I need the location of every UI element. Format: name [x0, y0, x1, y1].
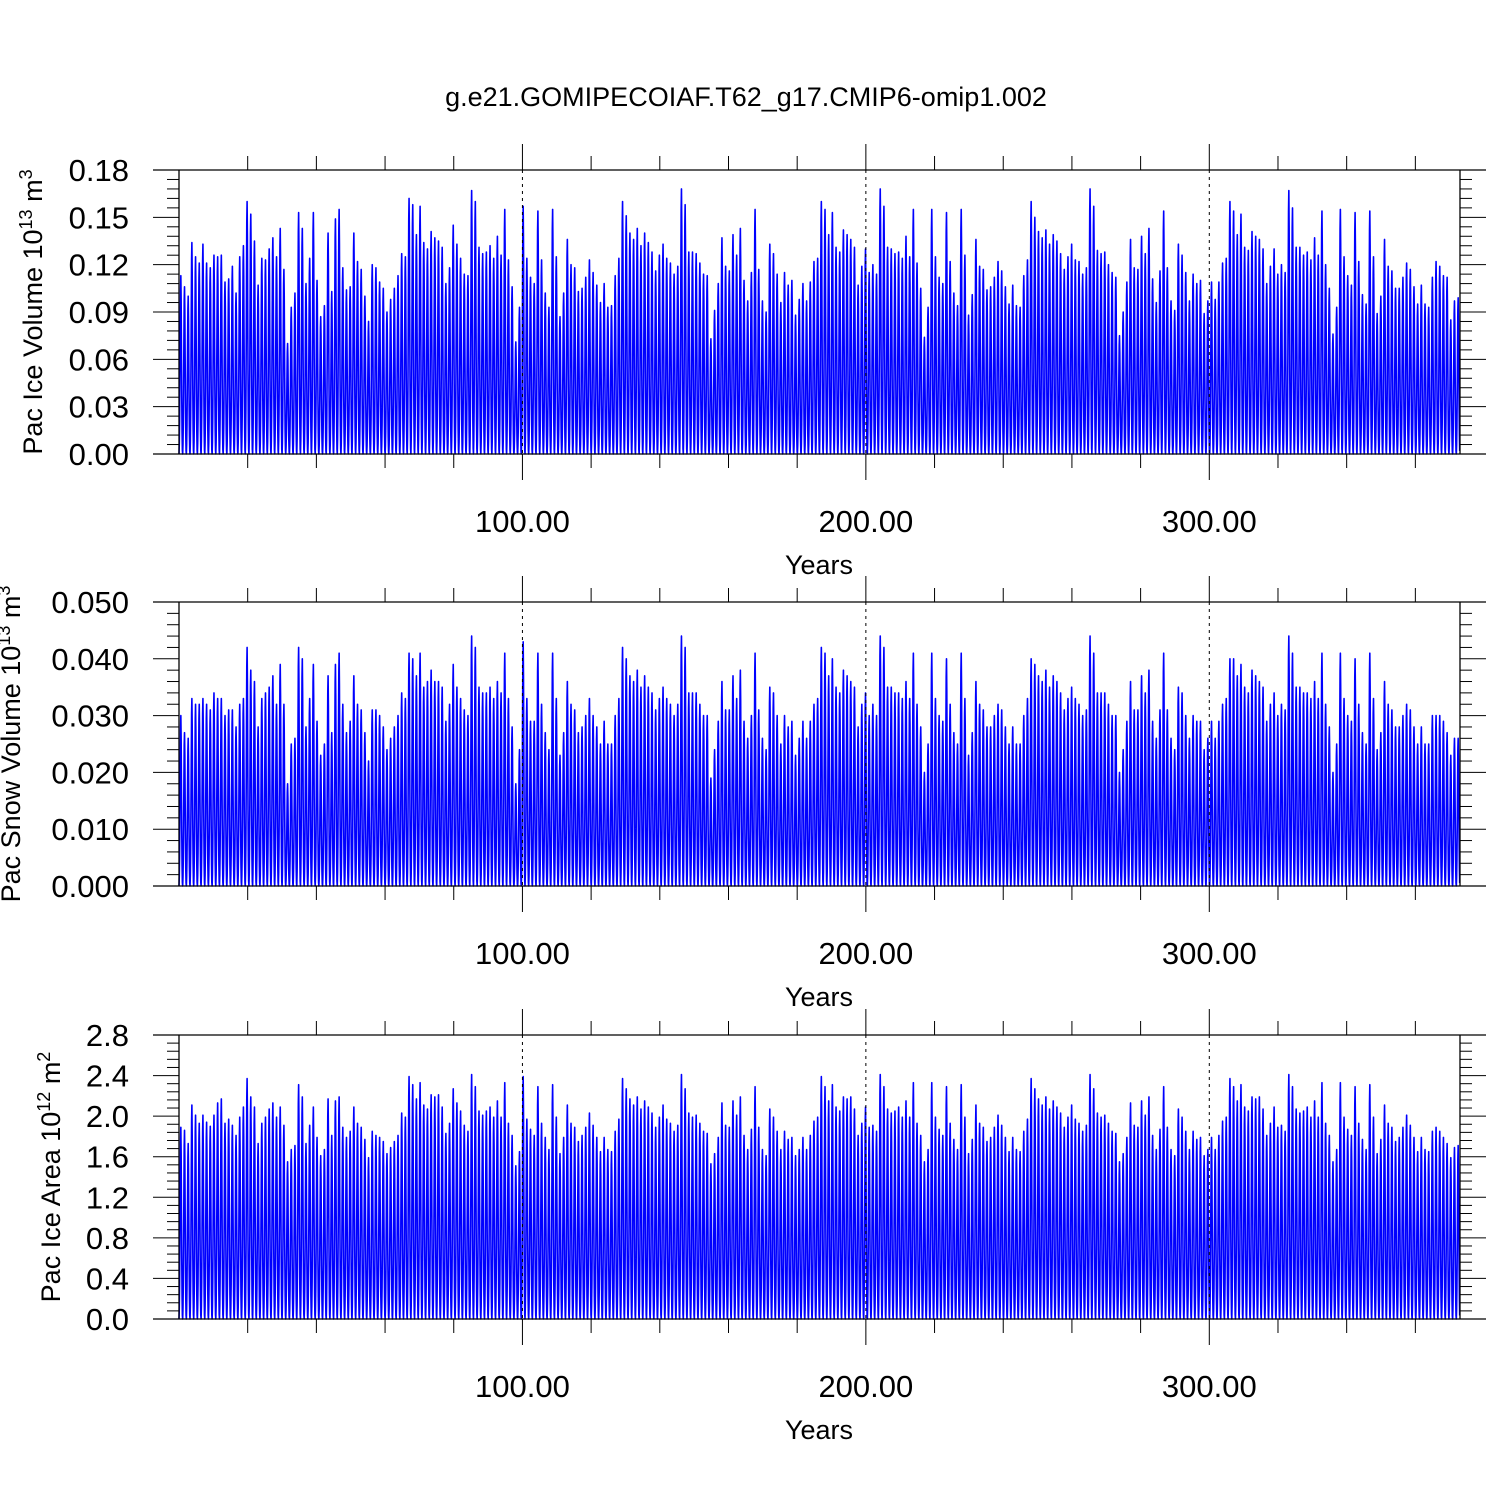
y-tick-label-1-3: 0.06 [69, 342, 129, 377]
x-axis-label-1: Years [785, 550, 853, 580]
y-label-unit-exponent: 2 [34, 1052, 54, 1062]
x-tick-label-3-1: 100.00 [475, 1369, 570, 1404]
chart-panel-3: 100.00 200.00 300.00 Years 0.0 0.4 0.8 1.2 1.6 2.… [34, 1009, 1486, 1445]
x-tick-label-1-3: 300.00 [1162, 504, 1257, 539]
y-label-unit-exponent: 3 [0, 586, 14, 596]
y-tick-label-3-6: 2.0 [86, 1099, 129, 1134]
y-tick-label-3-8: 2.8 [86, 1018, 129, 1053]
x-tick-label-2-2: 200.00 [818, 936, 913, 971]
chart-panels: 100.00 200.00 300.00Years0.000.030.060.090… [0, 144, 1486, 1445]
y-tick-label-1-4: 0.09 [69, 295, 129, 330]
y-label-base: Pac Ice Volume 10 [18, 229, 48, 454]
y-tick-label-2-1: 0.000 [51, 869, 129, 904]
y-axis-label-2: Pac Snow Volume 1013 m3 [0, 586, 26, 903]
y-label-unit: m [18, 179, 48, 209]
x-axis-label-3: Years [785, 1415, 853, 1445]
chart-panel-1: 100.00 200.00 300.00 Years 0.00 0.03 0.06 0.09 0… [16, 144, 1486, 580]
x-tick-label-3-3: 300.00 [1162, 1369, 1257, 1404]
y-tick-label-2-2: 0.010 [51, 812, 129, 847]
y-label-base: Pac Ice Area 10 [36, 1112, 66, 1303]
y-tick-label-1-2: 0.03 [69, 390, 129, 425]
y-tick-label-3-1: 0.0 [86, 1302, 129, 1337]
y-tick-label-1-1: 0.00 [69, 437, 129, 472]
y-label-exponent: 13 [0, 626, 14, 646]
x-tick-label-1-1: 100.00 [475, 504, 570, 539]
y-axis-label-3: Pac Ice Area 1012 m2 [34, 1052, 66, 1303]
x-axis-label-2: Years [785, 982, 853, 1012]
y-tick-label-3-5: 1.6 [86, 1140, 129, 1175]
x-tick-label-2-1: 100.00 [475, 936, 570, 971]
y-axis-label-1: Pac Ice Volume 1013 m3 [16, 169, 48, 454]
y-label-unit: m [0, 596, 26, 626]
y-tick-label-3-7: 2.4 [86, 1059, 129, 1094]
y-tick-label-3-4: 1.2 [86, 1180, 129, 1215]
y-label-unit: m [36, 1062, 66, 1092]
y-label-exponent: 12 [34, 1092, 54, 1112]
x-tick-label-3-2: 200.00 [818, 1369, 913, 1404]
y-tick-label-3-3: 0.8 [86, 1221, 129, 1256]
y-tick-label-1-5: 0.12 [69, 248, 129, 283]
figure-title: g.e21.GOMIPECOIAF.T62_g17.CMIP6-omip1.00… [445, 82, 1047, 112]
y-tick-label-2-4: 0.030 [51, 699, 129, 734]
y-tick-label-1-6: 0.15 [69, 200, 129, 235]
x-tick-label-2-3: 300.00 [1162, 936, 1257, 971]
x-tick-label-1-2: 200.00 [818, 504, 913, 539]
y-tick-label-3-2: 0.4 [86, 1261, 129, 1296]
y-tick-label-2-5: 0.040 [51, 642, 129, 677]
y-tick-label-2-6: 0.050 [51, 585, 129, 620]
y-label-base: Pac Snow Volume 10 [0, 646, 26, 903]
y-tick-label-2-3: 0.020 [51, 755, 129, 790]
y-tick-label-1-7: 0.18 [69, 153, 129, 188]
y-label-unit-exponent: 3 [16, 169, 36, 179]
chart-panel-2: 100.00 200.00 300.00 Years 0.000 0.010 0.020 0.… [0, 576, 1486, 1012]
y-label-exponent: 13 [16, 209, 36, 229]
